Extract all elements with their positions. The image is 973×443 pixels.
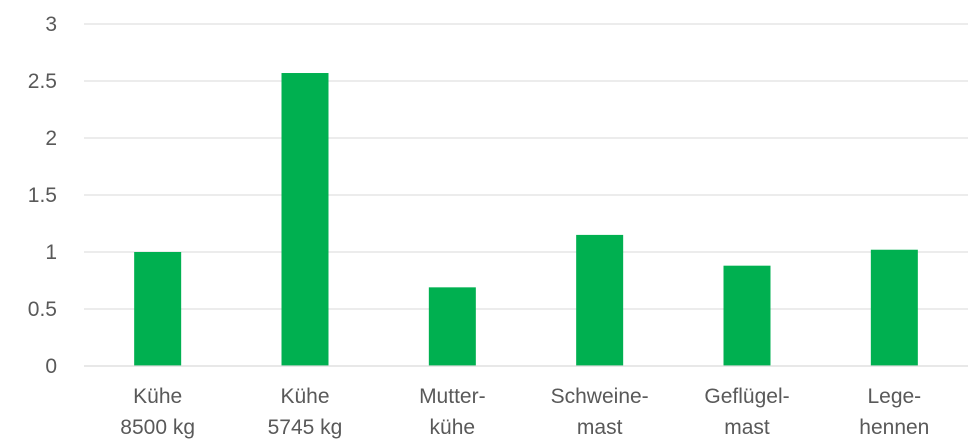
x-tick-label: kühe [430,416,476,439]
bar [870,249,918,366]
x-tick-label: mast [577,416,623,439]
x-tick-label: Kühe [280,385,329,408]
bar [134,252,182,366]
y-tick-label: 2 [45,127,57,150]
x-tick-label: 8500 kg [120,416,195,439]
bar [428,287,476,366]
y-tick-label: 1.5 [28,184,57,207]
x-tick-label: 5745 kg [268,416,343,439]
y-tick-label: 2.5 [28,70,57,93]
bar [723,265,771,366]
bar [576,234,624,366]
y-tick-label: 3 [45,13,57,36]
y-tick-label: 1 [45,241,57,264]
x-tick-label: Schweine- [551,385,649,408]
x-axis-category-labels: Kühe 8500 kg Kühe 5745 kg Mutter-kühe Schwein… [120,385,929,439]
x-tick-label: Geflügel- [704,385,789,408]
y-tick-label: 0.5 [28,298,57,321]
x-tick-label: mast [724,416,770,439]
x-tick-label: Mutter- [419,385,486,408]
x-tick-label: Lege- [867,385,921,408]
bar [281,73,329,367]
x-tick-label: Kühe [133,385,182,408]
y-tick-label: 0 [45,355,57,378]
x-tick-label: hennen [859,416,929,439]
bars [134,73,918,367]
gridlines [84,23,968,310]
y-axis-tick-labels: 0 0.5 1 1.5 2 2.5 3 [28,13,57,378]
